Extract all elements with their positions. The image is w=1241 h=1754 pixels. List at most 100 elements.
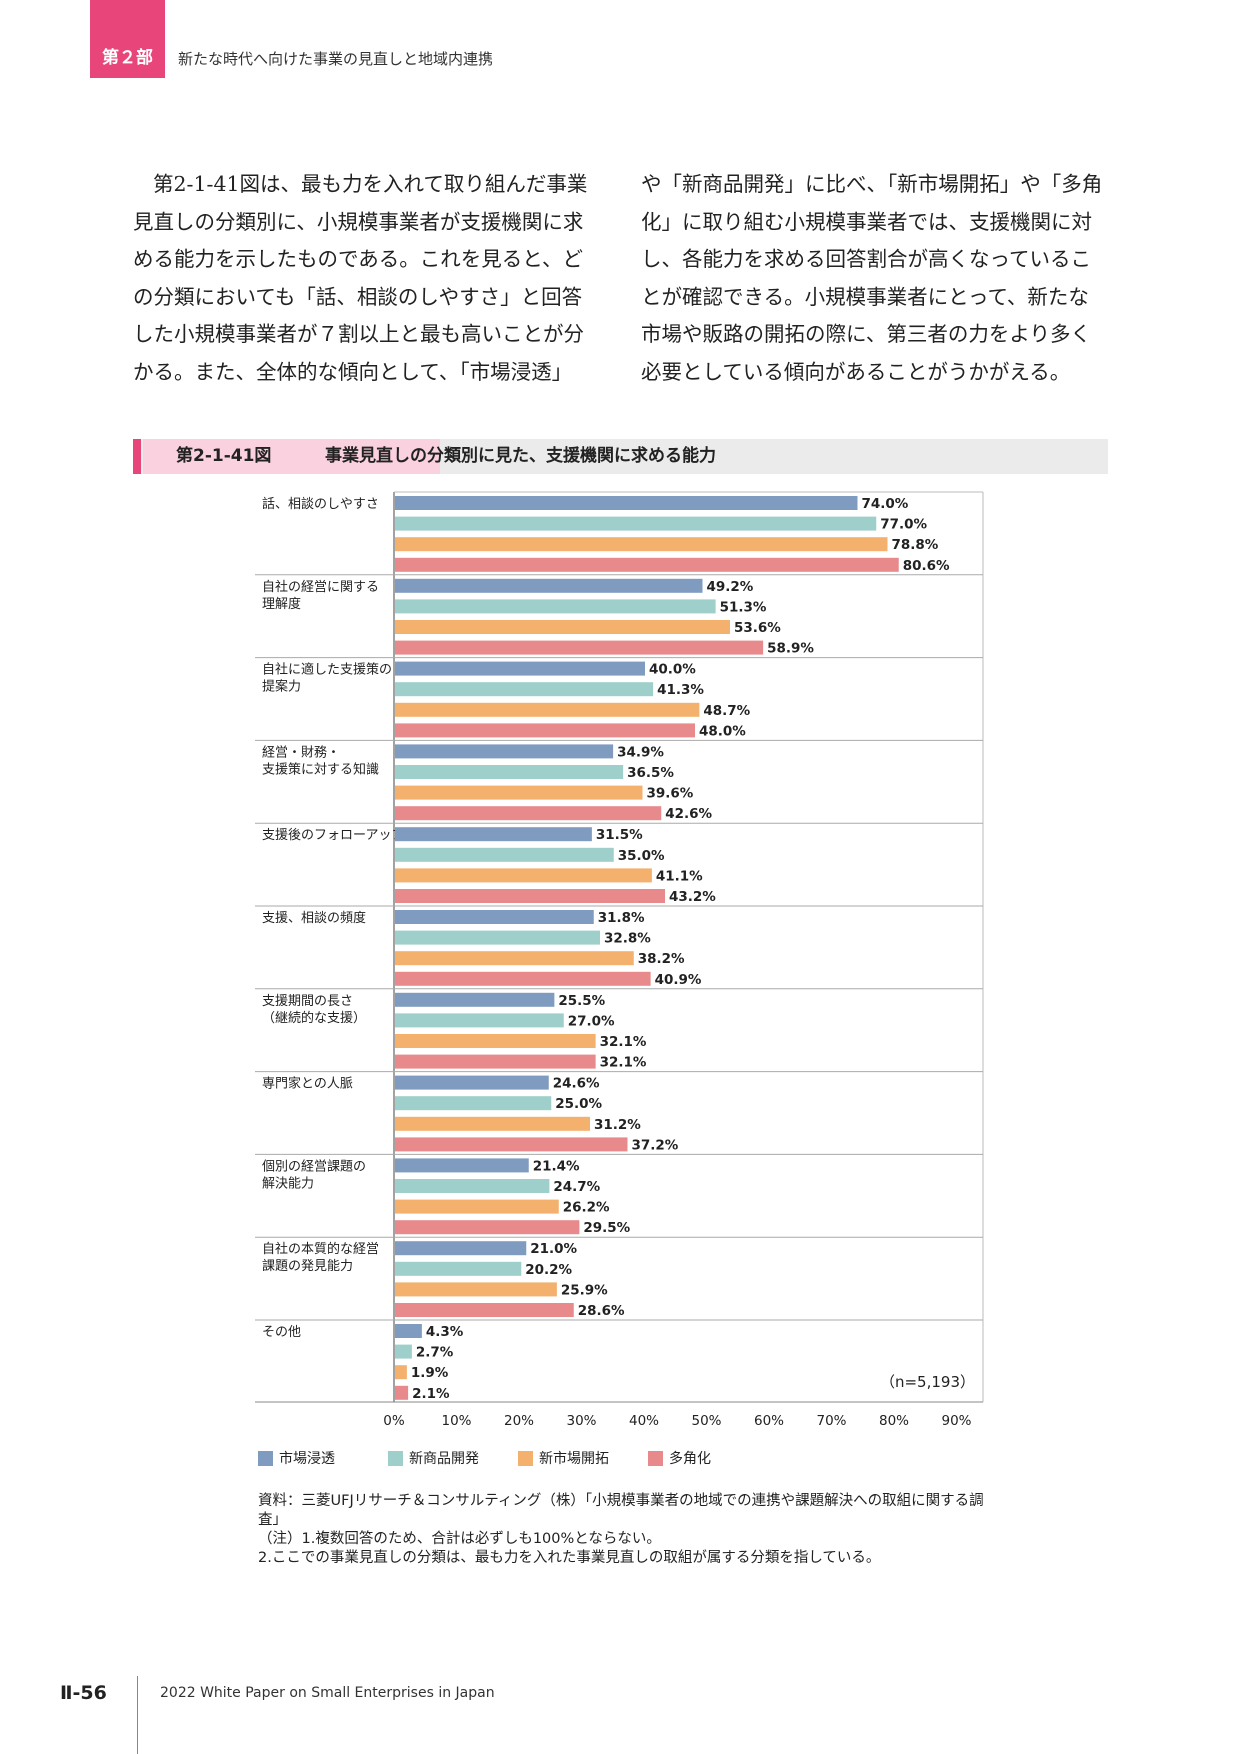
data-label: 1.9%: [411, 1365, 449, 1381]
x-tick-label: 50%: [691, 1413, 721, 1429]
bar: [395, 599, 716, 614]
bar: [395, 889, 665, 903]
note-1: （注）1.複数回答のため、合計は必ずしも100%とならない。: [258, 1531, 661, 1547]
category-label: 支援後のフォローアップ: [262, 828, 404, 843]
legend-swatch: [518, 1450, 533, 1466]
figure-header: 第2-1-41図 事業見直しの分類別に見た、支援機関に求める能力: [133, 439, 1108, 474]
x-tick-label: 70%: [816, 1413, 846, 1429]
x-tick-label: 0%: [383, 1413, 405, 1429]
bar: [395, 1179, 550, 1193]
x-tick-label: 10%: [441, 1413, 471, 1429]
legend-swatch: [258, 1450, 273, 1466]
data-label: 25.5%: [558, 993, 605, 1009]
bar: [395, 744, 614, 759]
part-label: 第２部: [102, 48, 153, 68]
legend-item: 市場浸透: [258, 1448, 335, 1468]
note-2: 2.ここでの事業見直しの分類は、最も力を入れた事業見直しの取組が属する分類を指し…: [258, 1550, 881, 1566]
body-text-right: や「新商品開発」に比べ、「新市場開拓」や「多角化」に取り組む小規模事業者では、支…: [641, 172, 1103, 384]
x-tick-label: 60%: [754, 1413, 784, 1429]
category-label: 専門家との人脈: [262, 1076, 353, 1092]
data-label: 41.1%: [656, 868, 703, 884]
data-label: 31.2%: [594, 1117, 641, 1133]
category-label: 理解度: [262, 596, 301, 612]
data-label: 36.5%: [627, 765, 674, 781]
data-label: 74.0%: [862, 496, 909, 512]
data-label: 31.8%: [598, 910, 645, 926]
bar: [395, 847, 614, 862]
bar: [395, 661, 645, 676]
bar: [395, 1034, 596, 1048]
bar: [395, 1158, 529, 1173]
bar: [395, 1116, 590, 1131]
figure-accent-bar: [133, 439, 141, 474]
bar: [395, 578, 703, 593]
bar: [395, 910, 594, 924]
bar: [395, 1303, 574, 1317]
data-label: 51.3%: [720, 599, 767, 615]
data-label: 41.3%: [657, 682, 704, 698]
part-title: 新たな時代へ向けた事業の見直しと地域内連携: [178, 50, 494, 68]
data-label: 28.6%: [578, 1303, 625, 1319]
bar: [395, 1013, 564, 1028]
body-text-left: 第2-1-41図は、最も力を入れて取り組んだ事業見直しの分類別に、小規模事業者が…: [133, 172, 588, 384]
source-note: 資料：三菱UFJリサーチ＆コンサルティング（株）「小規模事業者の地域での連携や課…: [258, 1493, 984, 1528]
bar: [395, 620, 730, 634]
bar: [395, 951, 634, 966]
bar: [395, 1199, 559, 1214]
data-label: 80.6%: [903, 558, 950, 574]
data-label: 49.2%: [707, 579, 754, 595]
category-label: 課題の発見能力: [262, 1258, 353, 1274]
page-number: Ⅱ-56: [60, 1682, 107, 1704]
bar: [395, 868, 652, 883]
data-label: 32.1%: [600, 1055, 647, 1071]
data-label: 77.0%: [880, 517, 927, 533]
data-label: 4.3%: [426, 1324, 464, 1340]
data-label: 2.1%: [412, 1386, 450, 1402]
legend-item: 新商品開発: [388, 1448, 479, 1468]
category-label: 個別の経営課題の: [262, 1158, 366, 1174]
bar: [395, 723, 695, 738]
category-label: その他: [262, 1325, 301, 1340]
bar: [395, 765, 624, 779]
bar: [395, 1324, 422, 1338]
category-label: 支援、相談の頻度: [262, 910, 366, 926]
bar: [395, 785, 643, 800]
data-label: 34.9%: [617, 744, 664, 760]
figure-number: 第2-1-41図: [143, 439, 440, 474]
bar: [395, 702, 700, 717]
figure-title: 事業見直しの分類別に見た、支援機関に求める能力: [325, 446, 716, 466]
data-label: 58.9%: [767, 641, 814, 657]
data-label: 21.4%: [533, 1158, 580, 1174]
data-label: 29.5%: [583, 1220, 630, 1236]
data-label: 38.2%: [638, 951, 685, 967]
bar: [395, 1220, 580, 1235]
bar: [395, 1261, 522, 1276]
category-label: 経営・財務・: [262, 745, 340, 760]
bar: [395, 1365, 407, 1380]
data-label: 42.6%: [665, 806, 712, 822]
bar: [395, 1385, 409, 1400]
bar: [395, 1137, 628, 1152]
data-label: 21.0%: [530, 1241, 577, 1257]
category-label: 解決能力: [262, 1176, 314, 1191]
legend-label: 市場浸透: [279, 1451, 335, 1467]
category-label: 支援策に対する知識: [262, 761, 379, 777]
legend-item: 新市場開拓: [518, 1448, 609, 1468]
data-label: 31.5%: [596, 827, 643, 843]
data-label: 40.0%: [649, 662, 696, 678]
data-label: 27.0%: [568, 1013, 615, 1029]
legend-swatch: [388, 1450, 403, 1466]
data-label: 32.1%: [600, 1034, 647, 1050]
bar: [395, 827, 592, 842]
data-label: 37.2%: [632, 1137, 679, 1153]
legend-item: 多角化: [648, 1448, 711, 1468]
legend-label: 新市場開拓: [539, 1451, 609, 1467]
bar: [395, 1344, 412, 1359]
data-label: 25.9%: [561, 1282, 608, 1298]
sample-size-annotation: （n=5,193）: [880, 1373, 975, 1391]
bar: [395, 1282, 557, 1297]
category-label: 自社の経営に関する: [262, 579, 379, 595]
data-label: 39.6%: [647, 786, 694, 802]
legend-label: 新商品開発: [409, 1451, 479, 1467]
